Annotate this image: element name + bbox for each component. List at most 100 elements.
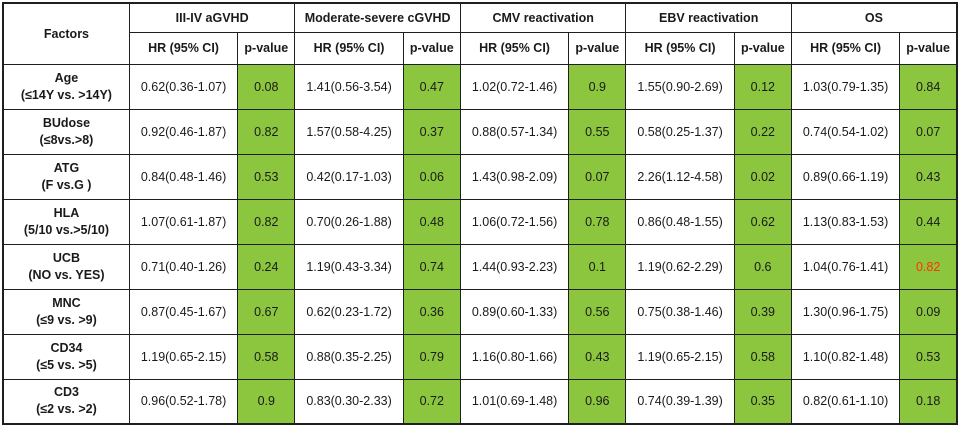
group-header-moderate-severe-cgvhd: Moderate-severe cGVHD [294, 2, 461, 33]
table-row: CD34 (≤5 vs. >5) 1.19(0.65-2.15) 0.58 0.88(0… [2, 333, 958, 380]
factor-name: BUdose [42, 115, 91, 130]
hazard-ratio-table: Factors III-IV aGVHD Moderate-severe cGV… [2, 2, 958, 425]
hr-ci-cell: 1.57(0.58-4.25) [294, 108, 404, 155]
group-header-ebv-reactivation: EBV reactivation [625, 2, 792, 33]
p-value-cell: 0.43 [568, 333, 627, 380]
p-value-cell: 0.47 [402, 63, 461, 110]
factor-name: Age [54, 70, 79, 85]
table-row: HLA (5/10 vs.>5/10) 1.07(0.61-1.87) 0.82 0.7… [2, 198, 958, 245]
table-row: ATG (F vs.G ) 0.84(0.48-1.46) 0.53 0.42(0.17… [2, 153, 958, 200]
p-value-cell: 0.07 [899, 108, 958, 155]
p-value-cell: 0.72 [402, 378, 461, 425]
hr-ci-cell: 0.62(0.36-1.07) [128, 63, 239, 110]
p-value-cell: 0.07 [568, 153, 627, 200]
hr-ci-cell: 1.55(0.90-2.69) [625, 63, 735, 110]
p-value-cell: 0.58 [237, 333, 296, 380]
hr-ci-cell: 0.74(0.54-1.02) [790, 108, 901, 155]
factor-name: MNC [52, 295, 81, 310]
table-header: Factors III-IV aGVHD Moderate-severe cGV… [2, 2, 958, 65]
p-value-cell: 0.39 [733, 288, 792, 335]
hr-ci-cell: 0.75(0.38-1.46) [625, 288, 735, 335]
hr-ci-cell: 0.88(0.35-2.25) [294, 333, 404, 380]
table-row: Age (≤14Y vs. >14Y) 0.62(0.36-1.07) 0.08 1.4… [2, 63, 958, 110]
hr-ci-cell: 1.19(0.65-2.15) [128, 333, 239, 380]
factor-cell: CD34 (≤5 vs. >5) [2, 333, 130, 380]
p-value-cell: 0.06 [402, 153, 461, 200]
p-value-cell: 0.9 [237, 378, 296, 425]
hr-ci-cell: 0.71(0.40-1.26) [128, 243, 239, 290]
hr-ci-cell: 1.19(0.65-2.15) [625, 333, 735, 380]
p-value-cell: 0.44 [899, 198, 958, 245]
hr-ci-cell: 0.62(0.23-1.72) [294, 288, 404, 335]
hr-ci-cell: 0.89(0.60-1.33) [459, 288, 570, 335]
hr-ci-cell: 0.82(0.61-1.10) [790, 378, 901, 425]
hr-ci-cell: 1.19(0.62-2.29) [625, 243, 735, 290]
hr-ci-cell: 1.06(0.72-1.56) [459, 198, 570, 245]
factor-name: ATG [53, 160, 80, 175]
header-group-row: Factors III-IV aGVHD Moderate-severe cGV… [2, 2, 958, 65]
factors-column-header: Factors [2, 2, 130, 65]
p-value-cell: 0.55 [568, 108, 627, 155]
hr-ci-cell: 0.83(0.30-2.33) [294, 378, 404, 425]
factor-name: UCB [52, 250, 80, 265]
hr-ci-header: HR (95% CI) [625, 31, 735, 65]
table-row: BUdose (≤8vs.>8) 0.92(0.46-1.87) 0.82 1.57(0… [2, 108, 958, 155]
hr-ci-cell: 0.58(0.25-1.37) [625, 108, 735, 155]
hr-ci-cell: 1.16(0.80-1.66) [459, 333, 570, 380]
header-sub-row: HR (95% CI) p-value HR (95% CI) p-value … [3, 31, 958, 65]
p-value-cell: 0.79 [402, 333, 461, 380]
hr-ci-cell: 1.01(0.69-1.48) [459, 378, 570, 425]
p-value-header: p-value [568, 31, 627, 65]
factor-name: CD3 [53, 385, 79, 400]
hr-ci-cell: 1.10(0.82-1.48) [790, 333, 901, 380]
hr-ci-header: HR (95% CI) [459, 31, 570, 65]
p-value-header: p-value [237, 31, 296, 65]
p-value-cell: 0.82 [899, 243, 958, 290]
hr-ci-cell: 1.41(0.56-3.54) [294, 63, 404, 110]
hr-ci-cell: 0.96(0.52-1.78) [128, 378, 239, 425]
factor-comparison: (≤2 vs. >2) [36, 402, 97, 417]
factor-cell: CD3 (≤2 vs. >2) [2, 378, 130, 425]
p-value-cell: 0.09 [899, 288, 958, 335]
hr-ci-cell: 1.19(0.43-3.34) [294, 243, 404, 290]
p-value-cell: 0.1 [568, 243, 627, 290]
p-value-cell: 0.37 [402, 108, 461, 155]
table-row: UCB (NO vs. YES) 0.71(0.40-1.26) 0.24 1.19(0… [2, 243, 958, 290]
p-value-cell: 0.36 [402, 288, 461, 335]
hr-ci-cell: 0.87(0.45-1.67) [128, 288, 239, 335]
p-value-cell: 0.08 [237, 63, 296, 110]
table-row: CD3 (≤2 vs. >2) 0.96(0.52-1.78) 0.9 0.83(0.3… [2, 378, 958, 425]
hr-ci-cell: 0.74(0.39-1.39) [625, 378, 735, 425]
hr-ci-cell: 0.86(0.48-1.55) [625, 198, 735, 245]
hr-ci-cell: 1.13(0.83-1.53) [790, 198, 901, 245]
p-value-cell: 0.43 [899, 153, 958, 200]
p-value-cell: 0.02 [733, 153, 792, 200]
p-value-cell: 0.6 [733, 243, 792, 290]
hr-ci-header: HR (95% CI) [128, 31, 239, 65]
factor-comparison: (F vs.G ) [41, 177, 92, 192]
factor-comparison: (≤5 vs. >5) [36, 357, 97, 372]
hr-ci-cell: 0.84(0.48-1.46) [128, 153, 239, 200]
hr-ci-cell: 1.03(0.79-1.35) [790, 63, 901, 110]
p-value-cell: 0.22 [733, 108, 792, 155]
hr-ci-cell: 1.30(0.96-1.75) [790, 288, 901, 335]
p-value-cell: 0.48 [402, 198, 461, 245]
p-value-cell: 0.96 [568, 378, 627, 425]
p-value-cell: 0.82 [237, 108, 296, 155]
factor-cell: ATG (F vs.G ) [2, 153, 130, 200]
p-value-cell: 0.78 [568, 198, 627, 245]
factor-cell: UCB (NO vs. YES) [2, 243, 130, 290]
hr-ci-header: HR (95% CI) [790, 31, 901, 65]
p-value-header: p-value [899, 31, 958, 65]
hr-ci-cell: 2.26(1.12-4.58) [625, 153, 735, 200]
p-value-cell: 0.35 [733, 378, 792, 425]
hr-ci-cell: 0.70(0.26-1.88) [294, 198, 404, 245]
hr-ci-cell: 0.92(0.46-1.87) [128, 108, 239, 155]
p-value-cell: 0.56 [568, 288, 627, 335]
factor-comparison: (≤14Y vs. >14Y) [20, 87, 112, 102]
group-header-iii-iv-agvhd: III-IV aGVHD [128, 2, 296, 33]
factor-comparison: (5/10 vs.>5/10) [23, 222, 110, 237]
p-value-cell: 0.74 [402, 243, 461, 290]
factor-name: HLA [53, 205, 80, 220]
p-value-cell: 0.24 [237, 243, 296, 290]
